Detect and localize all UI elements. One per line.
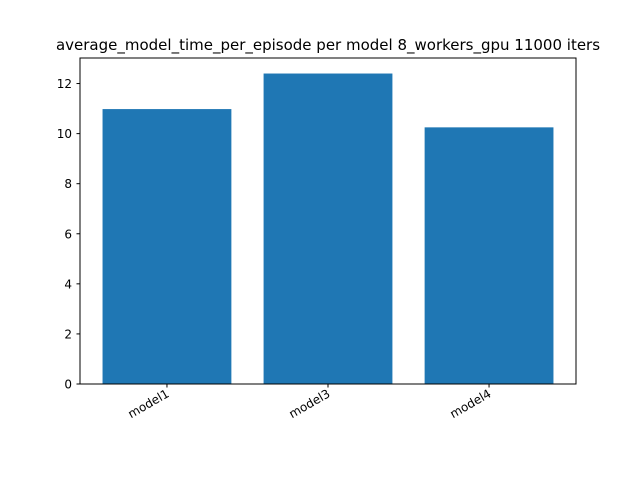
y-tick-label: 12	[57, 77, 72, 91]
y-tick-label: 0	[64, 378, 72, 392]
y-tick-label: 2	[64, 327, 72, 341]
y-tick-label: 10	[57, 127, 72, 141]
plot-frame	[79, 57, 577, 385]
bar-model4	[424, 127, 554, 384]
bar-model1	[102, 109, 232, 384]
bars-group	[102, 73, 554, 385]
chart-title: average_model_time_per_episode per model…	[56, 36, 600, 55]
y-tick-label: 8	[64, 177, 72, 191]
y-tick-label: 4	[64, 277, 72, 291]
y-axis: 0 2 4 6 8 10 12	[57, 77, 80, 392]
y-tick-label: 6	[64, 227, 72, 241]
bar-model3	[263, 73, 393, 385]
